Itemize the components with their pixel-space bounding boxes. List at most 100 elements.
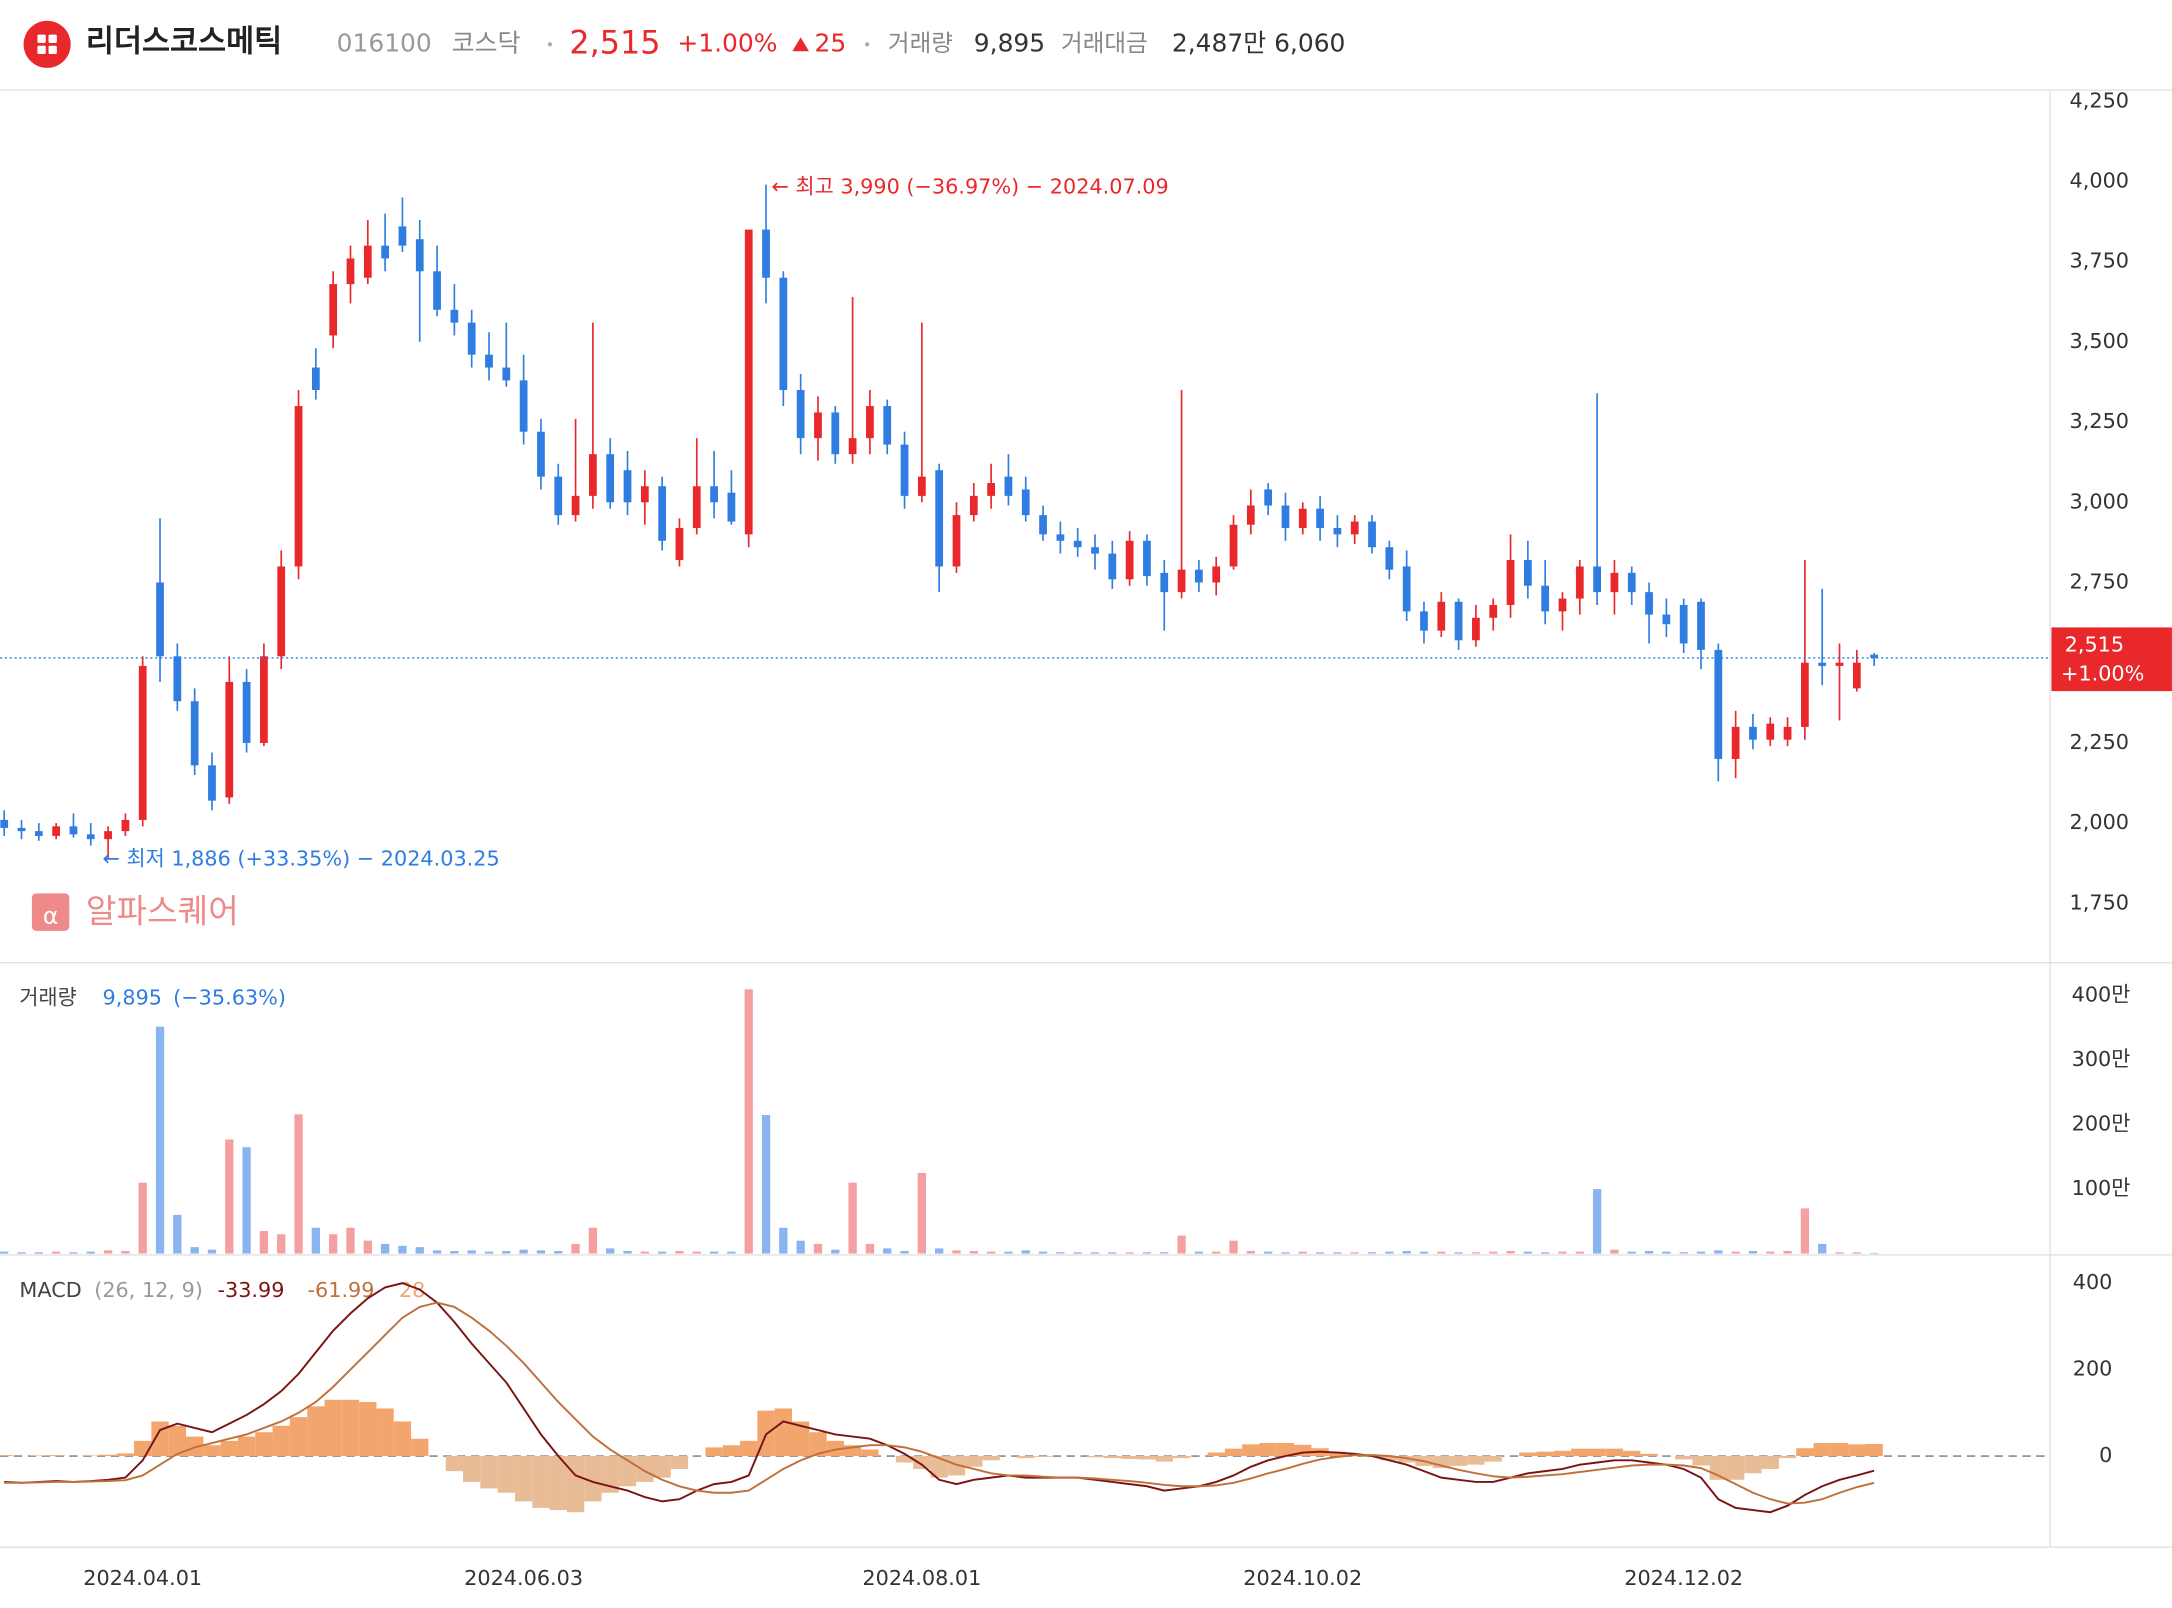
histogram-bar — [99, 1455, 116, 1456]
x-tick-label: 2024.10.02 — [1243, 1566, 1362, 1590]
y-tick-label: 4,250 — [2070, 88, 2129, 112]
histogram-bar — [411, 1439, 428, 1456]
volume-bar — [1454, 1252, 1462, 1253]
volume-bar — [554, 1251, 562, 1254]
histogram-bar — [394, 1421, 411, 1456]
candle-body — [935, 470, 943, 566]
volume-bar — [710, 1252, 718, 1254]
candle-body — [173, 656, 181, 701]
volume-bar — [0, 1252, 8, 1254]
logo-icon — [37, 46, 45, 54]
candle-body — [831, 412, 839, 454]
volume-bar — [87, 1252, 95, 1254]
histogram-bar — [1692, 1456, 1709, 1466]
volume-bar — [831, 1250, 839, 1254]
candle-body — [606, 454, 614, 502]
candle-body — [1056, 534, 1064, 540]
candle-body — [1628, 573, 1636, 592]
histogram-bar — [653, 1456, 670, 1478]
histogram-bar — [982, 1456, 999, 1460]
macd-title: MACD — [19, 1278, 81, 1302]
volume-bar — [1506, 1251, 1514, 1254]
y-tick-label: 400만 — [2072, 983, 2131, 1007]
volume-bar — [1610, 1250, 1618, 1254]
volume-bar — [1281, 1252, 1289, 1253]
volume-bar — [1472, 1252, 1480, 1253]
histogram-bar — [1762, 1456, 1779, 1469]
candle-body — [243, 682, 251, 743]
candle-body — [1403, 566, 1411, 611]
candle-body — [1680, 605, 1688, 643]
market: 코스닥 — [452, 28, 521, 57]
watermark-text: 알파스퀘어 — [86, 891, 239, 930]
candle-body — [1801, 663, 1809, 727]
candle-body — [1524, 560, 1532, 586]
candle-body — [1576, 566, 1584, 598]
candle-body — [1559, 599, 1567, 612]
candle-body — [710, 486, 718, 502]
histogram-bar — [1588, 1449, 1605, 1456]
volume-bar — [1091, 1252, 1099, 1253]
candle-body — [520, 380, 528, 431]
y-tick-label: 200만 — [2072, 1112, 2131, 1136]
volume-bar — [1576, 1252, 1584, 1254]
y-tick-label: 2,250 — [2070, 730, 2129, 754]
histogram-bar — [775, 1408, 792, 1456]
volume-bar — [658, 1252, 666, 1254]
volume-bar — [104, 1250, 112, 1253]
histogram-bar — [0, 1455, 13, 1456]
histogram-bar — [255, 1432, 272, 1456]
histogram-bar — [290, 1417, 307, 1456]
candle-body — [1784, 727, 1792, 740]
candle-body — [1334, 528, 1342, 534]
candle-body — [1143, 541, 1151, 576]
volume-bar — [1524, 1252, 1532, 1254]
change: 25 — [815, 28, 847, 57]
volume-bar — [17, 1252, 25, 1253]
histogram-bar — [1086, 1456, 1103, 1457]
candle-body — [589, 454, 597, 496]
histogram-bar — [307, 1406, 324, 1456]
volume-bar — [1108, 1252, 1116, 1253]
volume-bar — [883, 1248, 891, 1253]
candle-body — [1299, 509, 1307, 528]
candle-body — [676, 528, 684, 560]
candle-body — [1593, 566, 1601, 592]
y-tick-label: 0 — [2099, 1443, 2112, 1467]
volume-bar — [675, 1251, 683, 1254]
candle-body — [364, 246, 372, 278]
histogram-bar — [532, 1456, 549, 1508]
volume-bar — [1368, 1252, 1376, 1253]
candle-body — [347, 258, 355, 284]
volume-bar — [1403, 1251, 1411, 1254]
histogram-bar — [1017, 1456, 1034, 1458]
candle-body — [572, 496, 580, 515]
histogram-bar — [1848, 1444, 1865, 1456]
y-tick-label: 200 — [2073, 1357, 2113, 1381]
candle-body — [35, 831, 43, 836]
candle-body — [18, 828, 26, 831]
y-tick-label: 300만 — [2072, 1047, 2131, 1071]
volume-bar — [1731, 1252, 1739, 1254]
histogram-bar — [1606, 1449, 1623, 1456]
logo-icon — [49, 35, 57, 43]
volume-bar — [745, 989, 753, 1253]
candle-body — [987, 483, 995, 496]
volume-bar — [918, 1173, 926, 1254]
volume-bar — [1541, 1252, 1549, 1253]
candle-body — [52, 826, 60, 836]
candle-body — [70, 826, 78, 834]
volume-bar — [502, 1251, 510, 1254]
volume-change: (−35.63%) — [173, 986, 286, 1010]
histogram-bar — [1796, 1448, 1813, 1456]
volume-bar — [468, 1250, 476, 1253]
volume-bar — [1697, 1252, 1705, 1254]
volume-last: 9,895 — [103, 986, 162, 1010]
histogram-bar — [1138, 1456, 1155, 1459]
volume-bar — [571, 1244, 579, 1254]
volume-bar — [1437, 1252, 1445, 1254]
histogram-bar — [861, 1450, 878, 1456]
volume-bar — [1316, 1252, 1324, 1253]
candle-body — [693, 486, 701, 528]
